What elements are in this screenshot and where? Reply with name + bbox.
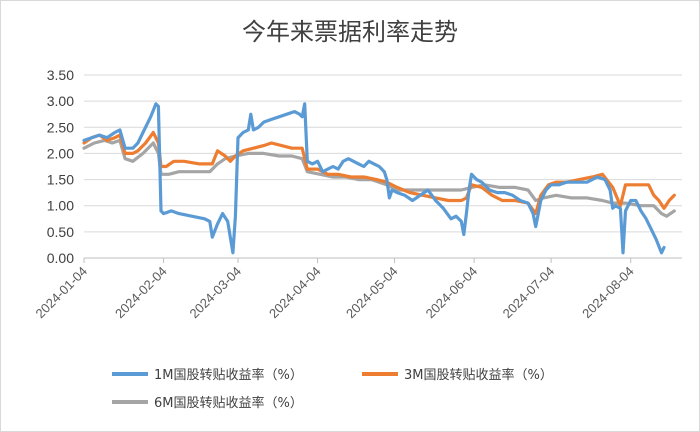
y-tick-label: 2.50 xyxy=(47,119,74,135)
y-tick-label: 3.50 xyxy=(47,67,74,83)
y-tick-label: 3.00 xyxy=(47,93,74,109)
chart-title: 今年来票据利率走势 xyxy=(242,18,458,46)
y-tick-label: 0.00 xyxy=(47,250,74,266)
y-axis-ticks: 0.00 0.50 1.00 1.50 2.00 2.50 3.00 3.50 xyxy=(47,67,74,266)
y-tick-label: 1.00 xyxy=(47,198,74,214)
legend: 1M国股转贴收益率（%） 3M国股转贴收益率（%） 6M国股转贴收益率（%） xyxy=(112,367,553,411)
series-lines xyxy=(82,102,676,255)
legend-label-3m: 3M国股转贴收益率（%） xyxy=(404,367,553,383)
y-tick-label: 0.50 xyxy=(47,224,74,240)
series-line-1m xyxy=(82,102,666,255)
gridlines xyxy=(84,74,682,259)
y-tick-label: 1.50 xyxy=(47,172,74,188)
y-tick-label: 2.00 xyxy=(47,145,74,161)
legend-label-6m: 6M国股转贴收益率（%） xyxy=(154,395,303,411)
legend-label-1m: 1M国股转贴收益率（%） xyxy=(154,367,303,383)
